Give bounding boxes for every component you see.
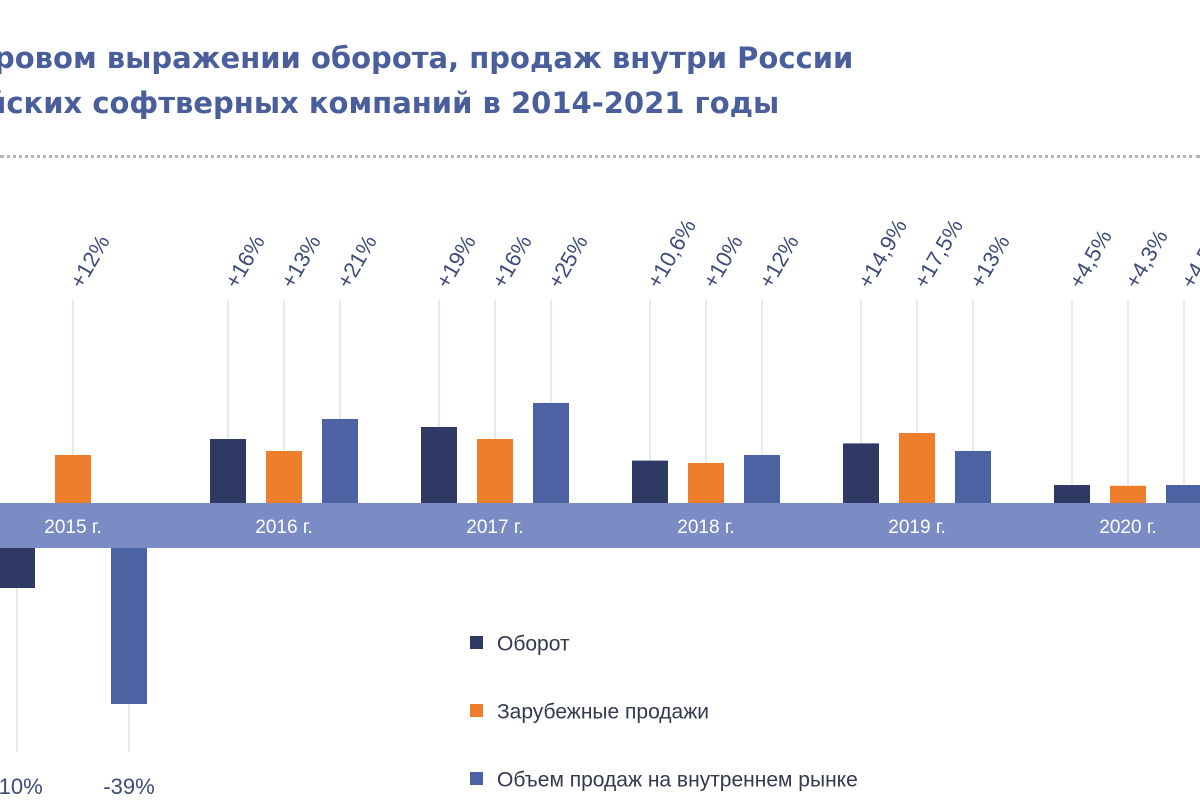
legend-swatch-turnover — [470, 636, 483, 649]
data-label: +25% — [543, 231, 593, 293]
x-tick-label: 2015 г. — [44, 517, 101, 538]
bar — [843, 443, 879, 503]
data-label: +12% — [65, 231, 115, 293]
data-label: +19% — [431, 231, 481, 293]
bar — [1110, 485, 1146, 503]
legend-swatch-domestic-sales — [470, 772, 483, 785]
bar — [266, 451, 302, 503]
bar — [1166, 485, 1200, 503]
data-label: +21% — [332, 231, 382, 293]
bar — [421, 427, 457, 503]
bar — [111, 548, 147, 704]
bar — [1054, 485, 1090, 503]
data-label: +10% — [698, 231, 748, 293]
data-label: +10,6% — [642, 215, 701, 293]
data-label: +13% — [965, 231, 1015, 293]
legend-item-domestic-sales: Объем продаж на внутреннем рынке — [470, 768, 858, 792]
legend-label-foreign-sales: Зарубежные продажи — [497, 700, 710, 724]
chart-title-line-2: йских софтверных компаний в 2014-2021 го… — [0, 86, 780, 120]
bar — [0, 548, 35, 588]
bar — [55, 455, 91, 503]
bar — [533, 403, 569, 503]
legend-item-foreign-sales: Зарубежные продажи — [470, 700, 709, 724]
x-tick-label: 2018 г. — [677, 517, 734, 538]
data-label: +16% — [220, 231, 270, 293]
bars — [0, 403, 1200, 704]
bar — [322, 419, 358, 503]
bar — [899, 433, 935, 503]
title-divider — [0, 155, 1200, 158]
data-label: -39% — [103, 774, 154, 799]
legend-label-turnover: Оборот — [497, 632, 570, 656]
data-label: +16% — [487, 231, 537, 293]
legend-item-turnover: Оборот — [470, 632, 570, 656]
bar — [477, 439, 513, 503]
axis-band — [0, 503, 1200, 548]
x-tick-label: 2020 г. — [1099, 517, 1156, 538]
bar — [688, 463, 724, 503]
legend-label-domestic-sales: Объем продаж на внутреннем рынке — [497, 768, 858, 792]
data-label: +4,5% — [1176, 225, 1200, 292]
legend-swatch-foreign-sales — [470, 704, 483, 717]
bar — [744, 455, 780, 503]
data-label: +17,5% — [909, 215, 968, 293]
chart-title: ровом выражении оборота, продаж внутри Р… — [0, 36, 853, 126]
leader-lines — [16, 300, 1185, 752]
data-label: -10% — [0, 774, 43, 799]
data-label: +4,3% — [1120, 225, 1173, 292]
x-tick-label: 2016 г. — [255, 517, 312, 538]
data-label: +12% — [754, 231, 804, 293]
bar — [210, 439, 246, 503]
x-tick-label: 2019 г. — [888, 517, 945, 538]
data-label: +4,5% — [1064, 225, 1117, 292]
x-tick-label: 2017 г. — [466, 517, 523, 538]
bar — [632, 460, 668, 503]
chart-title-line-1: ровом выражении оборота, продаж внутри Р… — [0, 41, 854, 75]
data-label: +13% — [276, 231, 326, 293]
data-label: +14,9% — [853, 215, 912, 293]
bar — [955, 451, 991, 503]
